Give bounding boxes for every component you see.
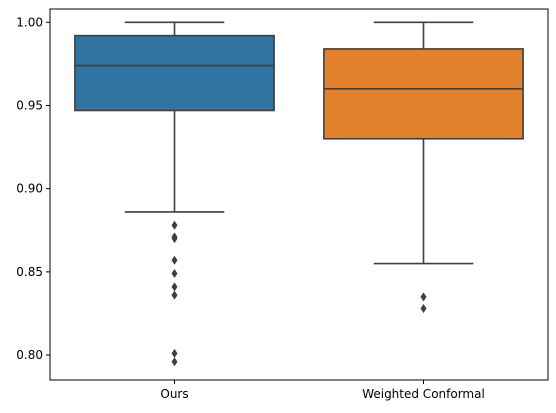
- y-tick-label: 1.00: [16, 15, 43, 29]
- box-group: [323, 21, 524, 313]
- outlier-point: [420, 292, 427, 302]
- x-tick-label: Weighted Conformal: [362, 387, 485, 401]
- outlier-point: [171, 220, 178, 230]
- outlier-point: [171, 357, 178, 367]
- box-group: [74, 21, 275, 367]
- y-tick-label: 0.85: [16, 265, 43, 279]
- y-tick-label: 0.90: [16, 182, 43, 196]
- outlier-point: [171, 234, 178, 244]
- y-axis: 0.80 0.85 0.90 0.95 1.00: [16, 15, 50, 362]
- outlier-point: [171, 282, 178, 292]
- y-tick-label: 0.80: [16, 348, 43, 362]
- box: [74, 34, 275, 112]
- outlier-point: [171, 348, 178, 358]
- box: [323, 48, 524, 140]
- x-axis: Ours Weighted Conformal: [160, 380, 485, 401]
- x-tick-label: Ours: [160, 387, 188, 401]
- outlier-point: [171, 290, 178, 300]
- outlier-point: [171, 269, 178, 279]
- outlier-point: [171, 255, 178, 265]
- y-tick-label: 0.95: [16, 98, 43, 112]
- outlier-point: [420, 303, 427, 313]
- plot-area: [74, 21, 524, 367]
- axes-frame: [49, 8, 549, 381]
